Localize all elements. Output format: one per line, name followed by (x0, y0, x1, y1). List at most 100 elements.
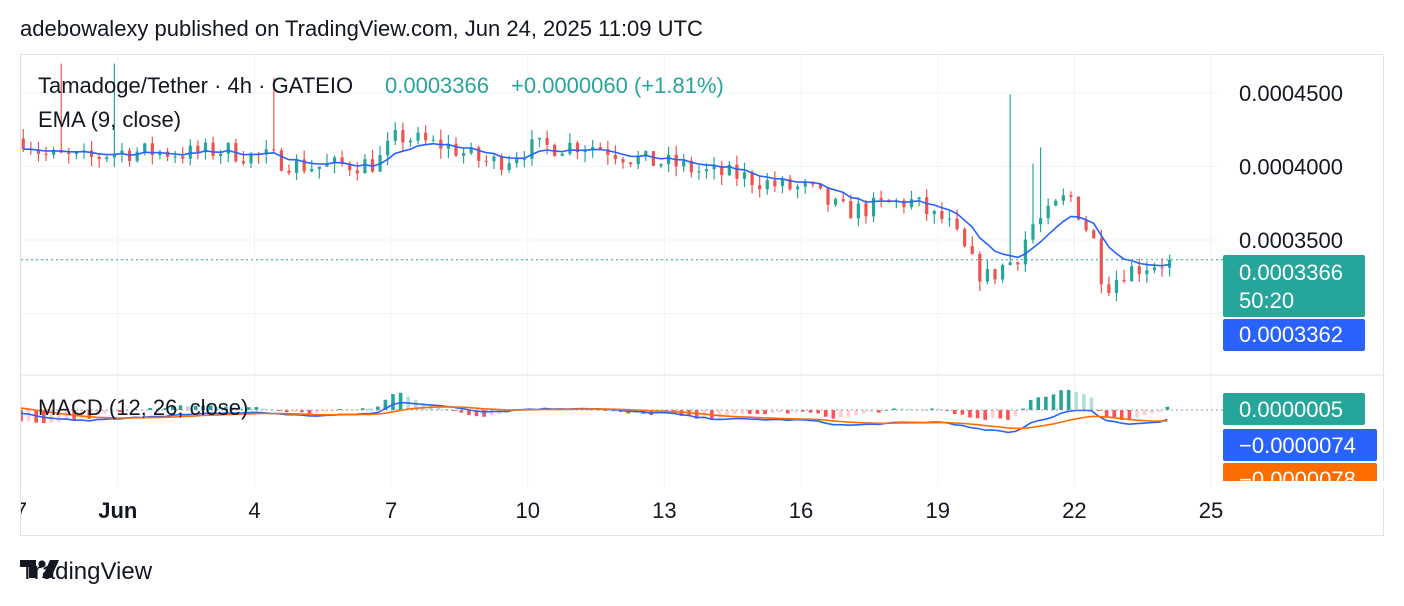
candle-body (1099, 238, 1103, 285)
candle-body (424, 132, 428, 141)
legend-macd: MACD (12, 26, close) (38, 395, 248, 420)
candle-body (44, 153, 48, 155)
macd-hist-bar (1021, 408, 1025, 410)
candle-body (545, 137, 549, 145)
candle-body (575, 142, 580, 153)
time-tick-label-6: 16 (789, 498, 813, 523)
time-axis-ticks: 7 Jun 4 7 10 13 16 19 22 25 (21, 498, 1223, 523)
macd-hist-bar (611, 410, 615, 412)
candle-body (484, 160, 488, 162)
candle-body (704, 169, 709, 172)
macd-hist-bar (983, 410, 987, 420)
candle-body (279, 150, 283, 171)
macd-hist-bar (193, 405, 198, 410)
macd-hist-bar (1104, 410, 1109, 418)
macd-hist-bar (338, 409, 342, 411)
macd-hist-bar (436, 406, 441, 410)
time-tick-label-8: 22 (1062, 498, 1086, 523)
candle-body (1046, 205, 1050, 219)
macd-hist-bar (133, 408, 137, 410)
candle-body (765, 180, 769, 190)
candle-body (401, 130, 405, 143)
candle-body (67, 152, 71, 155)
candle-body (196, 145, 200, 153)
last-price-label: 0.0003366 50:20 (1223, 255, 1365, 317)
candle-body (818, 184, 823, 189)
time-tick-label-1: Jun (98, 498, 137, 523)
candle-body (780, 178, 785, 187)
macd-hist-bar (231, 407, 236, 410)
macd-hist-bar (26, 410, 31, 422)
candle-body (871, 197, 876, 217)
macd-hist-bar (307, 410, 312, 414)
legend-ema: EMA (9, close) (38, 107, 181, 132)
macd-hist-bar (467, 410, 471, 416)
macd-hist-bar (459, 410, 464, 413)
tradingview-logo-icon (20, 560, 59, 578)
candle-body (629, 162, 633, 165)
candle-body (1130, 266, 1134, 282)
candle-body (431, 139, 435, 141)
chart-area[interactable]: Tamadoge/Tether · 4h · GATEIO 0.0003366 … (20, 54, 1385, 537)
candle-body (348, 163, 352, 171)
macd-hist-bar (877, 410, 881, 413)
macd-hist-bar (952, 410, 957, 415)
macd-hist-bar (990, 410, 995, 419)
candle-body (947, 218, 952, 220)
macd-hist-bar (694, 410, 699, 419)
candle-body (1031, 224, 1035, 240)
candle-body (978, 254, 982, 282)
candle-body (1061, 195, 1065, 201)
time-tick-label-9: 25 (1199, 498, 1223, 523)
macd-hist-bar (1142, 410, 1147, 416)
macd-hist-bar (725, 410, 729, 417)
candle-body (803, 182, 807, 187)
candle-body (591, 146, 595, 150)
macd-hist-bar (284, 410, 289, 413)
macd-hist-bar (186, 406, 190, 410)
macd-hist-bar (262, 408, 266, 410)
candle-body (340, 157, 344, 164)
candle-body (477, 147, 481, 161)
chart-svg[interactable]: Tamadoge/Tether · 4h · GATEIO 0.0003366 … (21, 55, 1385, 537)
macd-hist-bar (854, 410, 858, 416)
candle-body (925, 197, 929, 215)
macd-hist-bar (823, 410, 828, 417)
signal-line-value: −0.0000078 (1239, 467, 1356, 492)
macd-hist-bar (239, 407, 243, 410)
candle-body (909, 199, 914, 208)
macd-hist-bar (717, 410, 722, 419)
candle-body (606, 149, 610, 155)
price-tick-label-0: 0.0004500 (1239, 81, 1343, 106)
candle-body (849, 201, 853, 219)
candle-body (469, 147, 473, 154)
candle-body (105, 157, 109, 160)
macd-line-label: −0.0000074 (1223, 429, 1377, 461)
candle-body (120, 150, 124, 154)
macd-hist-bar (292, 410, 297, 412)
legend-symbol: Tamadoge/Tether · 4h · GATEIO (38, 73, 353, 98)
macd-hist-bar (755, 410, 760, 414)
candle-body (841, 199, 845, 202)
candle-body (325, 163, 329, 167)
macd-hist-bar (482, 410, 486, 417)
macd-hist-bar (831, 410, 836, 419)
macd-hist-bar (155, 408, 160, 410)
candle-body (188, 145, 192, 159)
macd-hist-bar (922, 409, 927, 411)
candle-body (697, 171, 701, 173)
macd-hist-bar (1119, 410, 1124, 420)
legend-price: 0.0003366 (385, 73, 489, 98)
price-axis-ticks: 0.0004500 0.0004000 0.0003500 (1239, 81, 1343, 253)
candle-body (249, 153, 253, 164)
candle-body (773, 180, 777, 187)
macd-hist-bar (899, 408, 904, 410)
candle-body (363, 159, 367, 174)
candle-body (1076, 196, 1081, 220)
macd-hist-bar (968, 410, 972, 418)
candle-body (1092, 230, 1096, 239)
macd-hist-bar (930, 408, 934, 410)
macd-hist-bar (277, 410, 281, 411)
macd-hist-bar (49, 410, 54, 423)
candle-body (568, 142, 572, 154)
